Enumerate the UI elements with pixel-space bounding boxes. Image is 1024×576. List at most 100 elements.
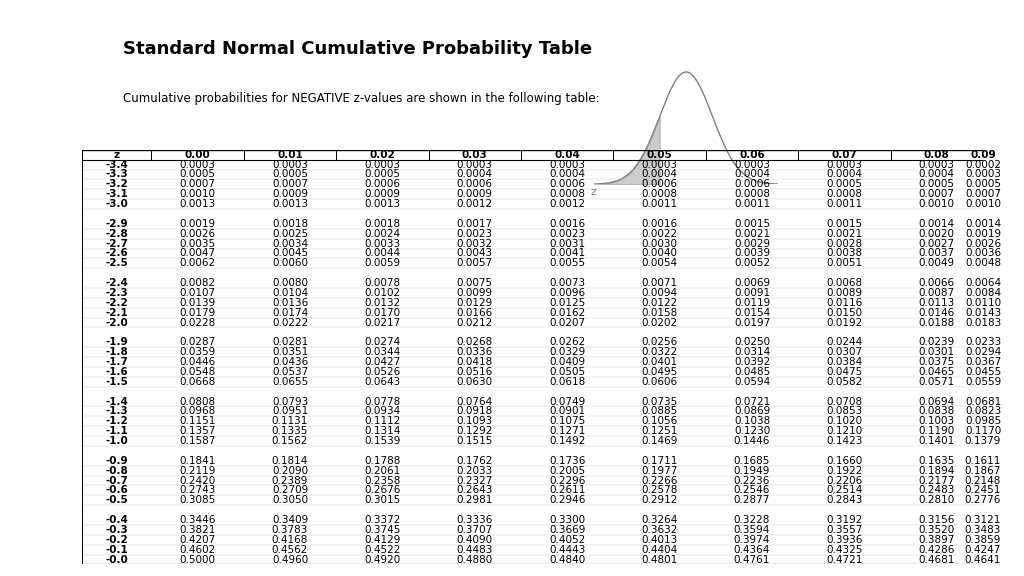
Text: 0.0036: 0.0036: [965, 248, 1001, 259]
Text: 0.2946: 0.2946: [549, 495, 586, 505]
Text: 0.3897: 0.3897: [919, 535, 955, 545]
Text: 0.4681: 0.4681: [919, 555, 955, 564]
Text: 0.0823: 0.0823: [965, 407, 1001, 416]
Text: 0.0344: 0.0344: [365, 347, 400, 357]
Text: 0.1292: 0.1292: [457, 426, 493, 436]
Text: 0.0064: 0.0064: [965, 278, 1001, 288]
Text: 0.0054: 0.0054: [642, 258, 678, 268]
Text: 0.0020: 0.0020: [919, 229, 954, 238]
Text: 0.0170: 0.0170: [365, 308, 400, 318]
Text: 0.0606: 0.0606: [642, 377, 678, 387]
Text: 0.0455: 0.0455: [965, 367, 1001, 377]
Text: 0.2912: 0.2912: [641, 495, 678, 505]
Text: 0.0025: 0.0025: [272, 229, 308, 238]
Text: 0.0179: 0.0179: [179, 308, 216, 318]
Text: 0.0016: 0.0016: [642, 219, 678, 229]
Text: -2.8: -2.8: [105, 229, 128, 238]
Text: 0.0004: 0.0004: [549, 169, 586, 180]
Text: 0.1611: 0.1611: [965, 456, 1001, 466]
Text: 0.4325: 0.4325: [826, 545, 862, 555]
Text: 0.0113: 0.0113: [919, 298, 955, 308]
Text: 0.1379: 0.1379: [965, 436, 1001, 446]
Text: 0.0066: 0.0066: [919, 278, 955, 288]
Text: 0.0485: 0.0485: [734, 367, 770, 377]
Text: 0.0427: 0.0427: [365, 357, 400, 367]
Text: 0.0359: 0.0359: [179, 347, 216, 357]
Text: 0.0838: 0.0838: [919, 407, 955, 416]
Text: 0.0217: 0.0217: [365, 317, 400, 328]
Text: 0.0018: 0.0018: [272, 219, 308, 229]
Text: 0.4602: 0.4602: [179, 545, 216, 555]
Text: 0.05: 0.05: [647, 150, 673, 160]
Text: -0.8: -0.8: [105, 465, 128, 476]
Text: 0.0082: 0.0082: [179, 278, 216, 288]
Text: 0.0233: 0.0233: [965, 338, 1001, 347]
Text: 0.03: 0.03: [462, 150, 487, 160]
Text: 0.0202: 0.0202: [642, 317, 678, 328]
Text: 0.0594: 0.0594: [734, 377, 770, 387]
Text: 0.3936: 0.3936: [826, 535, 862, 545]
Text: 0.0040: 0.0040: [642, 248, 678, 259]
Text: 0.4761: 0.4761: [734, 555, 770, 564]
Text: 0.0336: 0.0336: [457, 347, 493, 357]
Text: 0.0024: 0.0024: [365, 229, 400, 238]
Text: 0.01: 0.01: [278, 150, 303, 160]
Text: 0.2090: 0.2090: [272, 465, 308, 476]
Text: 0.0582: 0.0582: [826, 377, 862, 387]
Text: 0.0009: 0.0009: [272, 189, 308, 199]
Text: 0.1112: 0.1112: [365, 416, 400, 426]
Text: -2.6: -2.6: [105, 248, 128, 259]
Text: 0.0139: 0.0139: [179, 298, 216, 308]
Text: 0.0329: 0.0329: [549, 347, 586, 357]
Text: 0.1075: 0.1075: [549, 416, 586, 426]
Text: 0.0073: 0.0073: [549, 278, 586, 288]
Text: 0.0951: 0.0951: [272, 407, 308, 416]
Text: -2.7: -2.7: [105, 238, 128, 249]
Text: 0.0314: 0.0314: [734, 347, 770, 357]
Text: 0.0322: 0.0322: [641, 347, 678, 357]
Text: 0.0023: 0.0023: [549, 229, 586, 238]
Text: 0.0192: 0.0192: [826, 317, 862, 328]
Text: 0.0516: 0.0516: [457, 367, 493, 377]
Text: 0.0721: 0.0721: [734, 396, 770, 407]
Text: 0.3336: 0.3336: [457, 515, 493, 525]
Text: 0.0011: 0.0011: [734, 199, 770, 209]
Text: 0.0003: 0.0003: [549, 160, 586, 169]
Text: z: z: [591, 187, 597, 197]
Text: 0.4404: 0.4404: [641, 545, 678, 555]
Text: -2.9: -2.9: [105, 219, 128, 229]
Text: 0.3300: 0.3300: [549, 515, 586, 525]
Text: -1.7: -1.7: [105, 357, 128, 367]
Text: 0.0015: 0.0015: [826, 219, 862, 229]
Text: 0.0301: 0.0301: [919, 347, 955, 357]
Text: 0.0008: 0.0008: [642, 189, 678, 199]
Text: 0.0030: 0.0030: [642, 238, 678, 249]
Text: 0.0010: 0.0010: [179, 189, 216, 199]
Text: 0.2389: 0.2389: [272, 476, 308, 486]
Text: 0.3520: 0.3520: [919, 525, 955, 535]
Text: 0.0129: 0.0129: [457, 298, 493, 308]
Text: 0.0006: 0.0006: [457, 179, 493, 190]
Text: -1.6: -1.6: [105, 367, 128, 377]
Text: 0.0026: 0.0026: [179, 229, 216, 238]
Text: 0.3264: 0.3264: [641, 515, 678, 525]
Text: 0.2611: 0.2611: [549, 486, 586, 495]
Text: 0.0808: 0.0808: [179, 396, 216, 407]
Text: -0.3: -0.3: [105, 525, 128, 535]
Text: 0.4013: 0.4013: [641, 535, 678, 545]
Text: 0.0244: 0.0244: [826, 338, 862, 347]
Text: 0.0048: 0.0048: [965, 258, 1001, 268]
Text: 0.0384: 0.0384: [826, 357, 862, 367]
Text: 0.0548: 0.0548: [179, 367, 216, 377]
Text: 0.0174: 0.0174: [272, 308, 308, 318]
Text: 0.0125: 0.0125: [549, 298, 586, 308]
Text: 0.1562: 0.1562: [272, 436, 308, 446]
Text: 0.1539: 0.1539: [365, 436, 400, 446]
Text: 0.0367: 0.0367: [965, 357, 1001, 367]
Text: 0.1093: 0.1093: [457, 416, 493, 426]
Text: 0.0003: 0.0003: [965, 169, 1001, 180]
Text: 0.2061: 0.2061: [365, 465, 400, 476]
Text: 0.0019: 0.0019: [179, 219, 216, 229]
Text: 0.2033: 0.2033: [457, 465, 493, 476]
Text: 0.4960: 0.4960: [272, 555, 308, 564]
